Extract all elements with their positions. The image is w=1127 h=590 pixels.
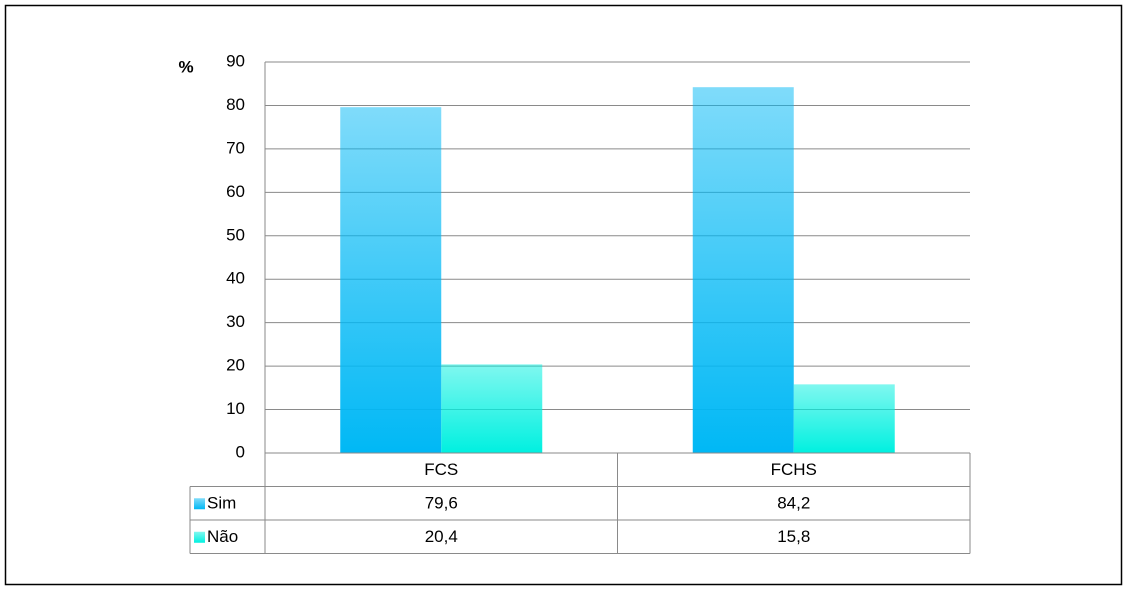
y-tick-label: 90 — [226, 51, 245, 70]
bar — [793, 384, 895, 453]
y-tick-label: 70 — [226, 138, 245, 157]
x-tick-label: FCS — [424, 460, 458, 479]
chart-border — [4, 4, 1123, 586]
data-label: 79,6 — [425, 494, 458, 513]
y-tick-label: 10 — [226, 399, 245, 418]
bar — [441, 364, 543, 453]
y-tick-label: 20 — [226, 356, 245, 375]
y-tick-label: 80 — [226, 95, 245, 114]
y-axis-label: % — [178, 57, 193, 76]
legend-swatch — [194, 498, 205, 510]
y-tick-label: 0 — [236, 442, 245, 461]
y-tick-label: 30 — [226, 312, 245, 331]
y-tick-label: 50 — [226, 225, 245, 244]
legend-swatch — [194, 531, 205, 543]
legend-label: Não — [207, 527, 238, 546]
bar — [340, 107, 442, 453]
data-label: 15,8 — [777, 527, 810, 546]
y-tick-label: 40 — [226, 269, 245, 288]
bar — [692, 87, 794, 453]
x-tick-label: FCHS — [771, 460, 817, 479]
data-label: 20,4 — [425, 527, 458, 546]
legend-label: Sim — [207, 494, 236, 513]
y-tick-label: 60 — [226, 182, 245, 201]
data-label: 84,2 — [777, 494, 810, 513]
